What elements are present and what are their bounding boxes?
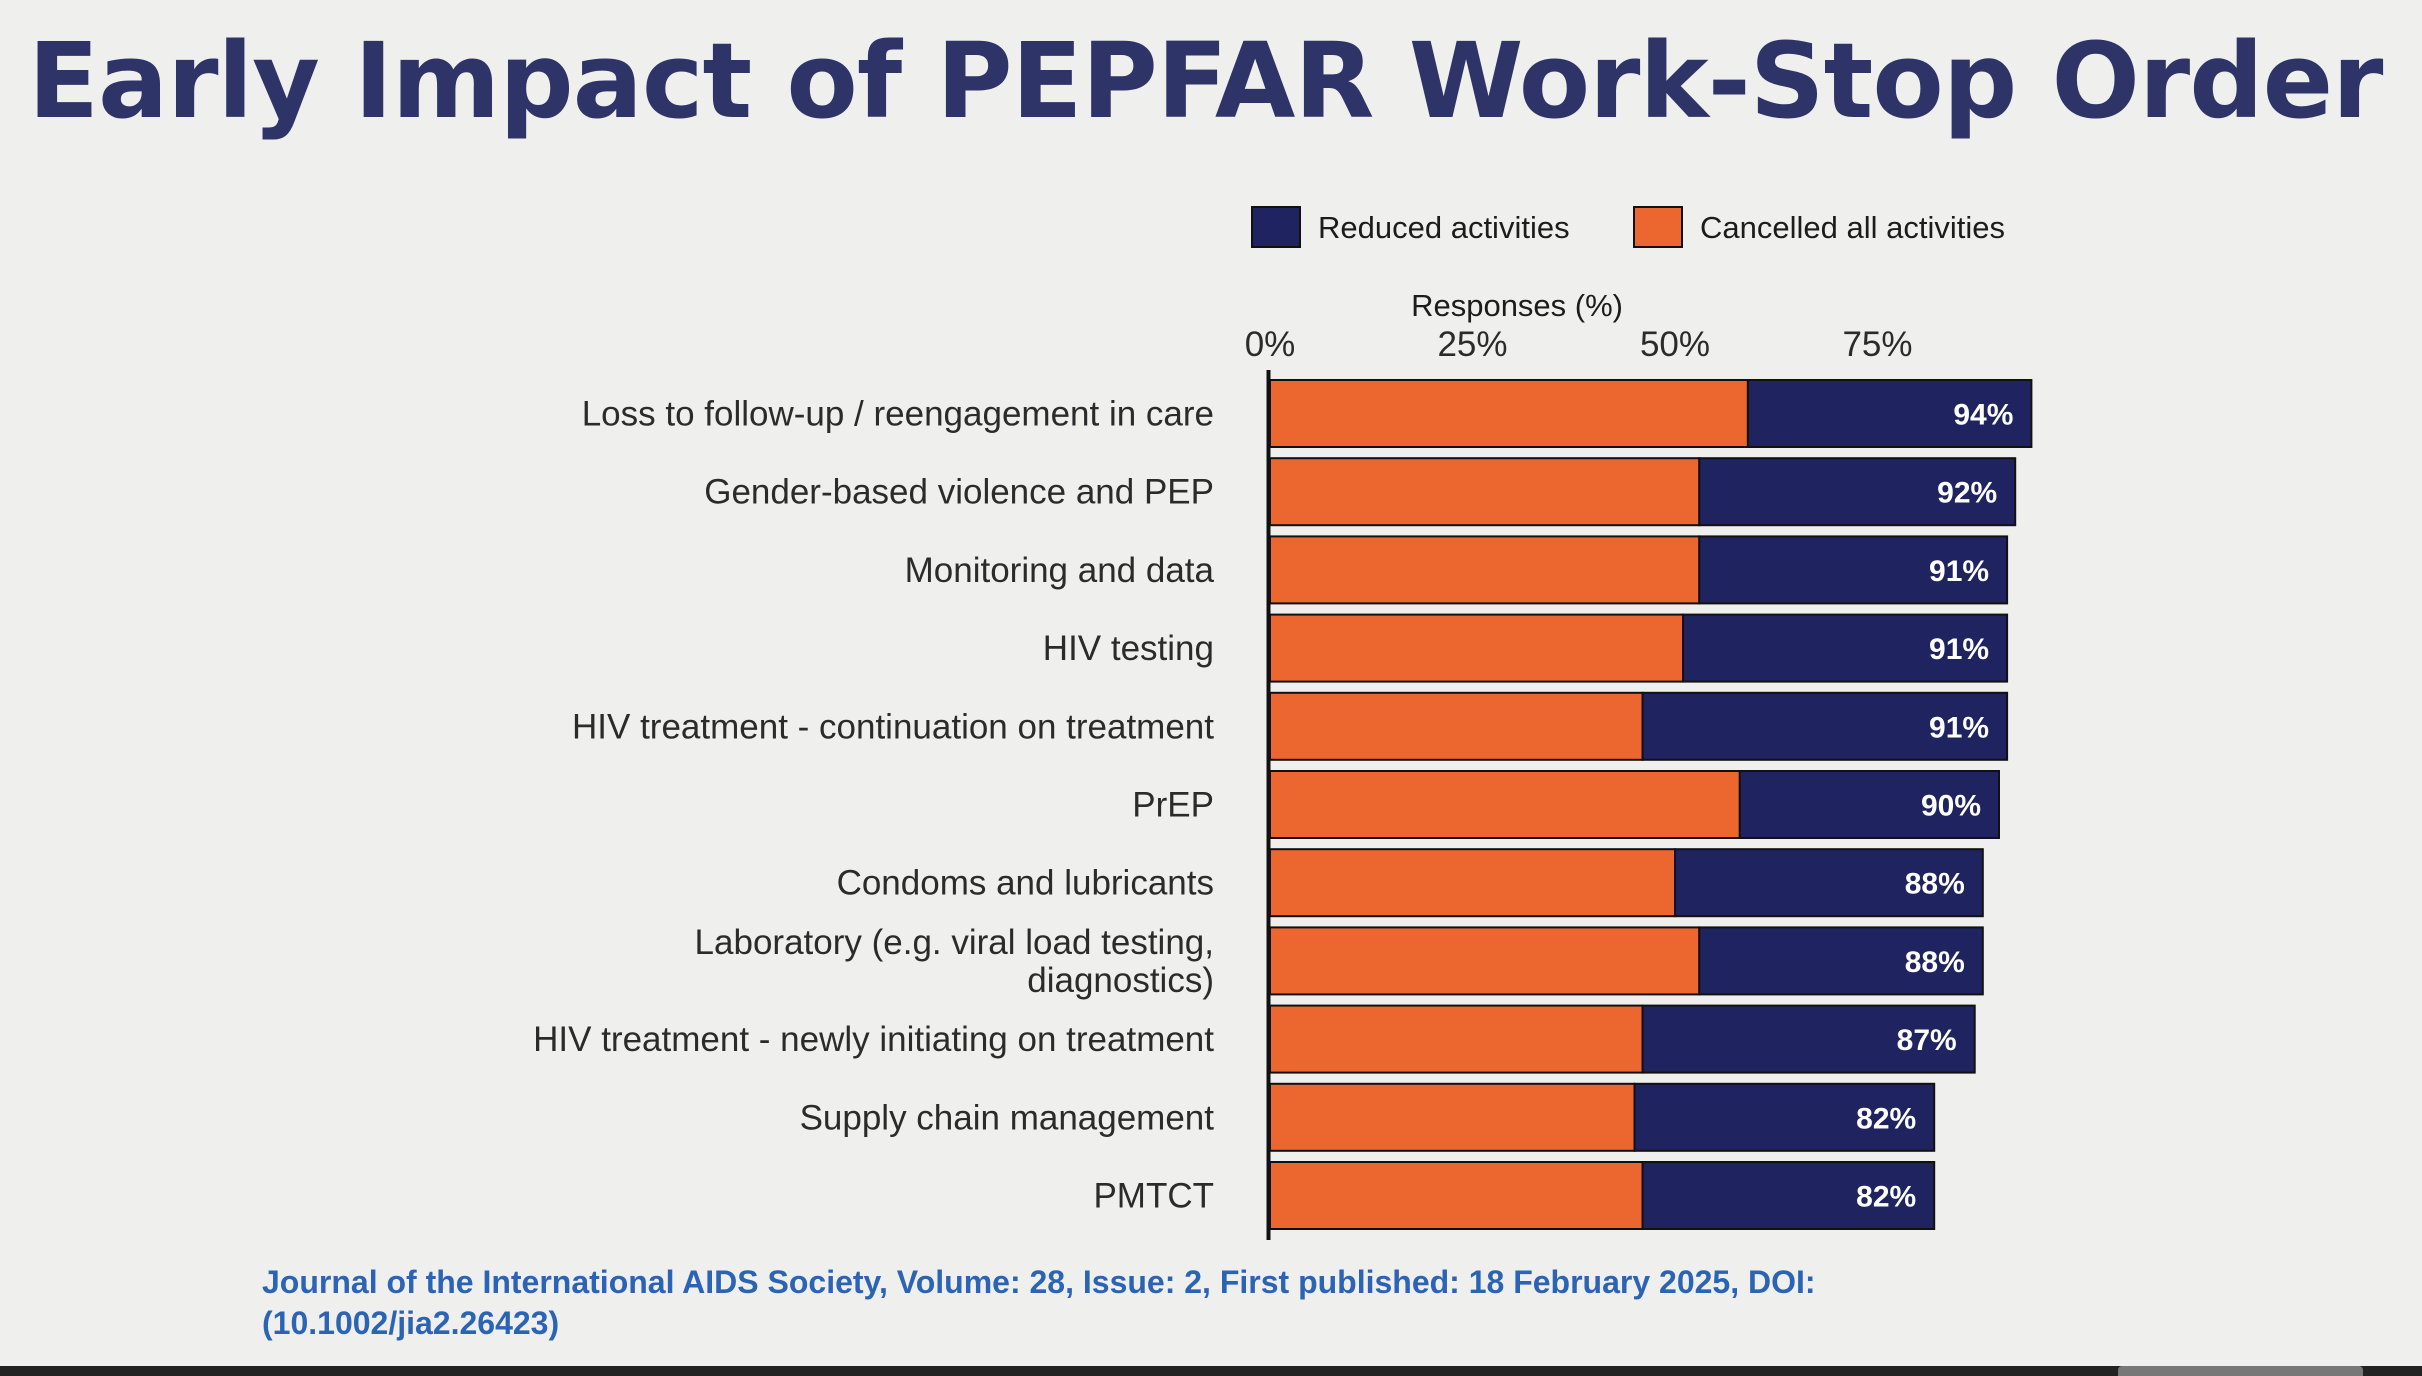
total-label: 91% bbox=[1929, 711, 1989, 744]
total-label: 87% bbox=[1897, 1024, 1957, 1057]
citation-line-1[interactable]: Journal of the International AIDS Societ… bbox=[262, 1264, 1816, 1300]
legend: Reduced activities Cancelled all activiti… bbox=[1251, 206, 2005, 248]
bar-cancelled bbox=[1269, 848, 1676, 918]
bar-reduced bbox=[1698, 457, 2017, 527]
page-title: Early Impact of PEPFAR Work-Stop Order bbox=[28, 20, 2383, 142]
bar-cancelled bbox=[1269, 770, 1741, 839]
bar-cancelled bbox=[1269, 926, 1701, 996]
bar-reduced bbox=[1682, 613, 2009, 683]
bar-reduced bbox=[1641, 1161, 1936, 1230]
category-label: Condoms and lubricants bbox=[837, 864, 1214, 903]
bar-reduced bbox=[1641, 1004, 1976, 1074]
category-label: HIV treatment - newly initiating on trea… bbox=[533, 1020, 1214, 1059]
citation-line-2[interactable]: (10.1002/jia2.26423) bbox=[262, 1305, 560, 1341]
category-label: Monitoring and data bbox=[905, 551, 1215, 590]
total-label: 88% bbox=[1905, 868, 1965, 901]
citation[interactable]: Journal of the International AIDS Societ… bbox=[262, 1262, 1816, 1344]
category-label: HIV testing bbox=[1043, 629, 1214, 668]
total-label: 91% bbox=[1929, 555, 1989, 588]
x-tick-label: 50% bbox=[1640, 325, 1710, 364]
bar-reduced bbox=[1641, 691, 2009, 761]
category-labels: Loss to follow-up / reengagement in care… bbox=[533, 395, 1214, 1216]
legend-label: Cancelled all activities bbox=[1700, 210, 2005, 245]
bar-reduced bbox=[1698, 535, 2009, 605]
category-label: PMTCT bbox=[1093, 1177, 1214, 1216]
x-tick-label: 25% bbox=[1437, 325, 1507, 364]
bar-cancelled bbox=[1269, 1004, 1644, 1074]
total-label: 90% bbox=[1921, 790, 1981, 823]
total-label: 88% bbox=[1905, 946, 1965, 979]
bottom-bar bbox=[0, 1366, 2422, 1376]
x-tick-label: 75% bbox=[1842, 325, 1912, 364]
bars: 94% 92% 91% 91% 91% 90% 88% 88% 87% 82% 82% bbox=[1269, 379, 2033, 1230]
total-label: 82% bbox=[1856, 1102, 1916, 1135]
x-axis: Responses (%) 0% 25% 50% 75% bbox=[1245, 288, 1913, 1240]
legend-label: Reduced activities bbox=[1318, 210, 1570, 245]
bar-cancelled bbox=[1269, 1082, 1636, 1152]
total-label: 94% bbox=[1953, 399, 2013, 432]
x-tick-label: 0% bbox=[1245, 325, 1296, 364]
bar-reduced bbox=[1674, 848, 1984, 918]
bar-cancelled bbox=[1269, 691, 1644, 761]
category-label: HIV treatment - continuation on treatmen… bbox=[572, 707, 1214, 746]
total-label: 92% bbox=[1937, 477, 1997, 510]
legend-swatch bbox=[1251, 206, 1301, 248]
legend-swatch bbox=[1633, 206, 1683, 248]
bar-reduced bbox=[1633, 1082, 1936, 1152]
total-label: 91% bbox=[1929, 633, 1989, 666]
bar-cancelled bbox=[1269, 379, 1749, 448]
category-label: Laboratory (e.g. viral load testing, diag… bbox=[695, 923, 1214, 1000]
category-label: PrEP bbox=[1132, 786, 1214, 825]
bar-reduced bbox=[1698, 926, 1984, 996]
category-label: Supply chain management bbox=[800, 1098, 1215, 1137]
total-label: 82% bbox=[1856, 1181, 1916, 1214]
bar-cancelled bbox=[1269, 1161, 1644, 1230]
x-axis-title: Responses (%) bbox=[1411, 288, 1623, 323]
bottom-bar-handle[interactable] bbox=[2118, 1366, 2363, 1376]
bar-reduced bbox=[1738, 770, 2001, 839]
bar-reduced bbox=[1746, 379, 2033, 448]
category-label: Loss to follow-up / reengagement in care bbox=[582, 395, 1214, 434]
bar-cancelled bbox=[1269, 457, 1701, 527]
category-label: Gender-based violence and PEP bbox=[704, 473, 1214, 512]
bar-cancelled bbox=[1269, 613, 1685, 683]
bar-cancelled bbox=[1269, 535, 1701, 605]
